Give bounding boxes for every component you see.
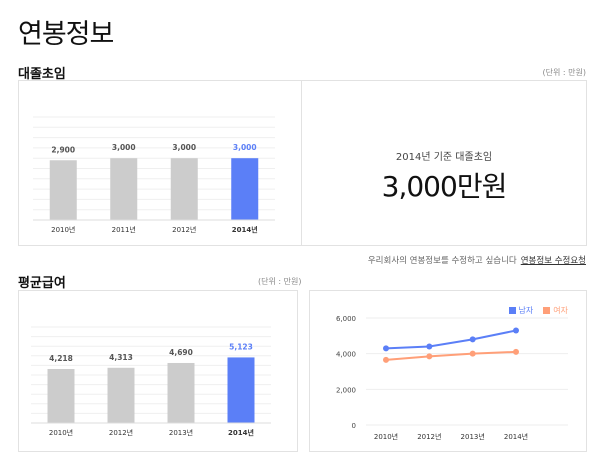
y-tick-label: 4,000 <box>336 351 356 359</box>
bar <box>107 367 135 423</box>
data-point-female <box>383 356 389 363</box>
legend-label-female: 여자 <box>553 306 568 315</box>
bar <box>227 357 255 423</box>
y-tick-label: 0 <box>352 422 356 430</box>
legend-label-male: 남자 <box>518 306 534 315</box>
gender-salary-line-chart-panel: 6,000 4,000 2,000 0 2010년 2012년 2013년 2014년 남자 … <box>309 290 587 452</box>
starting-salary-highlight-panel: 2014년 기준 대졸초임 3,000만원 <box>301 80 587 246</box>
legend-swatch-female <box>543 307 551 314</box>
bar-value-label: 4,313 <box>109 353 133 362</box>
unit-label-average-salary: (단위 : 만원) <box>258 277 302 286</box>
legend-item-female: 여자 <box>543 305 568 316</box>
x-tick-label: 2011년 <box>112 225 136 234</box>
bar <box>110 158 138 220</box>
average-salary-bar-chart: 4,218 2010년 4,313 2012년 4,690 2013년 5,123 2014년 <box>31 326 271 437</box>
average-salary-bar-chart-panel: 4,218 2010년 4,313 2012년 4,690 2013년 5,123 2014년 <box>18 290 298 452</box>
unit-label-starting-salary: (단위 : 만원) <box>542 68 586 77</box>
data-point-male <box>513 327 519 334</box>
bar-value-label: 4,218 <box>49 354 73 363</box>
bar-value-label: 5,123 <box>229 342 253 351</box>
x-tick-label: 2014년 <box>228 428 254 437</box>
x-tick-label: 2010년 <box>51 225 75 234</box>
x-tick-label: 2013년 <box>169 428 193 437</box>
highlight-value: 3,000만원 <box>381 170 508 203</box>
series-line-female <box>385 350 517 361</box>
section-title-average-salary: 평균급여 <box>18 276 66 291</box>
page-title: 연봉정보 <box>18 19 114 50</box>
x-tick-label: 2014년 <box>232 225 258 234</box>
data-point-male <box>469 336 476 343</box>
bar <box>231 158 259 220</box>
bar-value-label: 4,690 <box>169 348 193 357</box>
x-tick-label: 2012년 <box>417 432 441 441</box>
x-tick-label: 2013년 <box>461 432 485 441</box>
bar-value-label: 3,000 <box>233 143 257 152</box>
x-tick-label: 2012년 <box>172 225 196 234</box>
starting-salary-bar-chart-panel: 2,900 2010년 3,000 2011년 3,000 2012년 3,000 2014년 <box>18 80 302 246</box>
y-tick-label: 2,000 <box>336 386 356 394</box>
gender-salary-line-chart: 6,000 4,000 2,000 0 2010년 2012년 2013년 2014년 <box>336 315 568 441</box>
bar <box>167 362 195 423</box>
chart-legend: 남자 여자 <box>508 305 568 316</box>
legend-swatch-male <box>508 307 516 314</box>
x-tick-label: 2010년 <box>374 432 398 441</box>
bar <box>49 160 77 220</box>
series-line-male <box>385 329 517 350</box>
bar <box>170 158 198 220</box>
x-tick-label: 2010년 <box>49 428 73 437</box>
data-point-male <box>426 343 433 350</box>
bar <box>47 369 75 423</box>
data-point-female <box>513 348 519 355</box>
salary-edit-request-link[interactable]: 연봉정보 수정요청 <box>520 256 586 266</box>
highlight-caption: 2014년 기준 대졸초임 <box>395 152 493 163</box>
x-tick-label: 2014년 <box>504 432 528 441</box>
bar-value-label: 2,900 <box>51 145 75 154</box>
legend-item-male: 남자 <box>508 305 534 316</box>
y-tick-label: 6,000 <box>336 315 356 323</box>
starting-salary-bar-chart: 2,900 2010년 3,000 2011년 3,000 2012년 3,000 2014년 <box>33 116 275 234</box>
section-title-starting-salary: 대졸초임 <box>18 67 66 82</box>
notice-text: 우리회사의 연봉정보를 수정하고 싶습니다 <box>367 256 517 266</box>
bar-value-label: 3,000 <box>172 143 196 152</box>
x-tick-label: 2012년 <box>109 428 133 437</box>
data-point-female <box>426 353 433 360</box>
data-point-female <box>469 350 476 357</box>
notice: 우리회사의 연봉정보를 수정하고 싶습니다 연봉정보 수정요청 <box>368 254 586 266</box>
bar-value-label: 3,000 <box>112 143 136 152</box>
data-point-male <box>383 345 389 352</box>
